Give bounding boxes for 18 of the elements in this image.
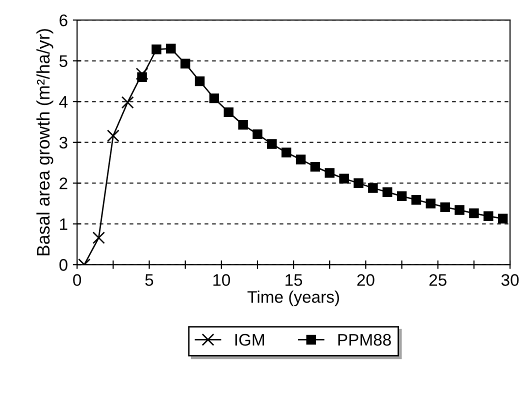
- x-tick-label: 30: [501, 274, 519, 286]
- y-tick-label: 3: [59, 136, 68, 149]
- x-tick-label: 0: [73, 274, 82, 286]
- y-tick-label: 6: [60, 14, 68, 26]
- y-tick-label: 0: [59, 259, 68, 271]
- x-tick-label: 20: [357, 274, 374, 286]
- y-axis-title: Basal area growth (m²/ha/yr): [36, 29, 54, 256]
- y-tick-label: 2: [60, 178, 68, 190]
- y-tick-label: 4: [59, 96, 68, 108]
- x-axis-title: Time (years): [248, 290, 339, 306]
- legend-label: PPM88: [338, 334, 391, 346]
- x-tick-label: 10: [213, 274, 230, 286]
- y-tick-label: 1: [60, 218, 68, 230]
- y-tick-label: 5: [59, 55, 68, 68]
- x-tick-label: 5: [145, 274, 154, 286]
- x-tick-label: 25: [429, 274, 446, 286]
- x-tick-label: 15: [286, 274, 302, 286]
- legend-label: IGM: [235, 334, 264, 346]
